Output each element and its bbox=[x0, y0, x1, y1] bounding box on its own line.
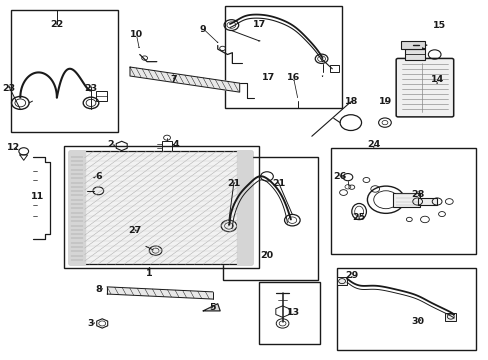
Bar bbox=[331, 148, 475, 253]
Text: 16: 16 bbox=[286, 73, 299, 82]
Text: 8: 8 bbox=[95, 285, 102, 294]
Text: 19: 19 bbox=[379, 96, 392, 105]
Text: 14: 14 bbox=[429, 75, 443, 84]
Polygon shape bbox=[107, 287, 212, 299]
Text: 23: 23 bbox=[84, 84, 98, 93]
Text: 23: 23 bbox=[2, 84, 16, 93]
Text: 30: 30 bbox=[410, 317, 423, 326]
Bar bbox=[69, 151, 251, 264]
Bar bbox=[259, 282, 320, 344]
Text: 26: 26 bbox=[332, 172, 346, 181]
Text: 7: 7 bbox=[170, 75, 177, 84]
Text: 9: 9 bbox=[200, 25, 206, 34]
Text: 2: 2 bbox=[107, 140, 114, 149]
Bar bbox=[405, 49, 424, 60]
Bar bbox=[96, 91, 106, 101]
Polygon shape bbox=[203, 304, 220, 311]
Text: 11: 11 bbox=[31, 192, 44, 201]
Text: 15: 15 bbox=[432, 21, 445, 30]
Bar bbox=[162, 141, 172, 151]
Bar bbox=[224, 6, 342, 108]
Bar bbox=[64, 146, 259, 268]
Bar bbox=[337, 268, 475, 350]
Text: 17: 17 bbox=[262, 73, 275, 82]
Text: 4: 4 bbox=[173, 140, 179, 149]
Text: 18: 18 bbox=[345, 96, 358, 105]
Bar bbox=[445, 313, 455, 320]
Text: 13: 13 bbox=[286, 308, 299, 317]
Text: 10: 10 bbox=[129, 30, 142, 39]
Text: 24: 24 bbox=[366, 140, 380, 149]
Bar bbox=[69, 151, 84, 264]
Text: 28: 28 bbox=[410, 190, 424, 199]
Polygon shape bbox=[84, 151, 237, 264]
Text: 5: 5 bbox=[209, 303, 216, 312]
Bar bbox=[392, 193, 419, 207]
Polygon shape bbox=[130, 67, 239, 92]
Text: 27: 27 bbox=[128, 226, 141, 235]
Text: 21: 21 bbox=[271, 179, 285, 188]
FancyBboxPatch shape bbox=[395, 58, 453, 117]
Text: 17: 17 bbox=[252, 19, 265, 28]
Text: 29: 29 bbox=[345, 270, 358, 279]
Text: 1: 1 bbox=[146, 269, 152, 278]
Bar bbox=[222, 157, 317, 280]
Text: 3: 3 bbox=[87, 319, 94, 328]
Polygon shape bbox=[237, 151, 251, 264]
Bar bbox=[400, 41, 424, 49]
Bar bbox=[237, 151, 251, 264]
Bar bbox=[336, 277, 346, 285]
Bar bbox=[329, 65, 338, 72]
Polygon shape bbox=[69, 151, 84, 264]
Text: 12: 12 bbox=[7, 143, 20, 152]
Text: 6: 6 bbox=[95, 172, 102, 181]
Bar bbox=[417, 198, 436, 205]
Bar bbox=[11, 10, 118, 132]
Text: 20: 20 bbox=[260, 251, 272, 260]
Text: 21: 21 bbox=[227, 179, 240, 188]
Text: 25: 25 bbox=[352, 213, 365, 222]
Text: 22: 22 bbox=[50, 19, 63, 28]
